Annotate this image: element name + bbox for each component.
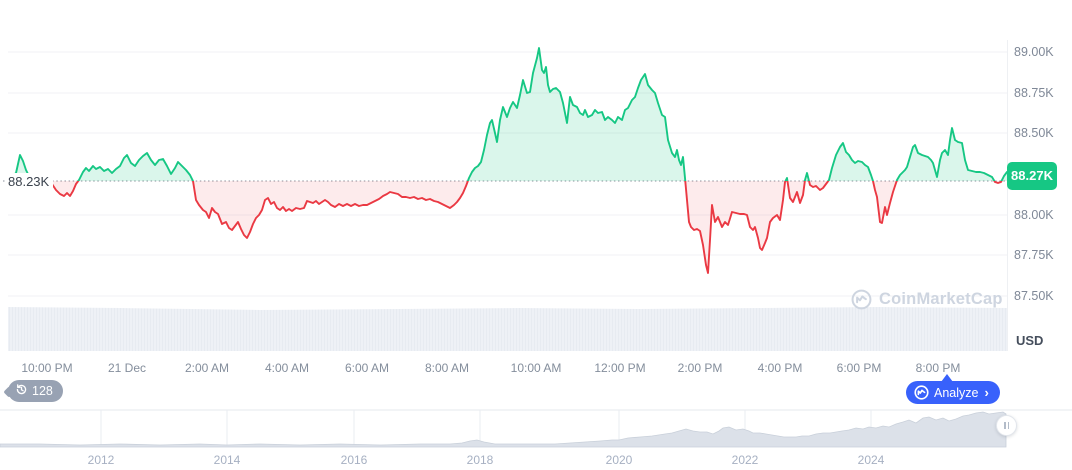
time-tick-label: 6:00 AM [344, 361, 390, 375]
watermark-text: CoinMarketCap [879, 290, 1003, 308]
time-tick-label: 2:00 AM [184, 361, 230, 375]
price-tick-label: 88.50K [1014, 126, 1054, 140]
price-tick-label: 87.75K [1014, 248, 1054, 262]
time-tick-label: 2:00 PM [677, 361, 723, 375]
time-tick-label: 12:00 PM [594, 361, 646, 375]
year-tick-label: 2018 [466, 453, 494, 467]
current-price-badge: 88.27K [1007, 162, 1057, 190]
handle-grip-bar [1007, 422, 1009, 429]
time-tick-label: 6:00 PM [836, 361, 882, 375]
year-tick-label: 2016 [340, 453, 368, 467]
history-clock-icon [15, 383, 28, 399]
history-count: 128 [32, 384, 53, 398]
price-tick-label: 88.75K [1014, 86, 1054, 100]
history-count-badge[interactable]: 128 [8, 380, 63, 402]
watermark: CoinMarketCap [851, 289, 1003, 310]
baseline-price-label: 88.23K [5, 173, 54, 190]
time-tick-label: 4:00 AM [264, 361, 310, 375]
price-tick-label: 88.00K [1014, 208, 1054, 222]
navigator-range-handle[interactable] [996, 415, 1017, 436]
time-tick-label: 10:00 PM [21, 361, 73, 375]
price-tick-label: 89.00K [1014, 45, 1054, 59]
year-tick-label: 2014 [213, 453, 241, 467]
analyze-chevron-icon: › [984, 385, 989, 400]
analyze-logo-icon [914, 385, 929, 400]
handle-grip-bar [1004, 422, 1006, 429]
year-tick-label: 2012 [87, 453, 115, 467]
time-tick-label: 8:00 PM [915, 361, 961, 375]
time-tick-label: 8:00 AM [424, 361, 470, 375]
price-tick-label: 87.50K [1014, 289, 1054, 303]
year-tick-label: 2022 [731, 453, 759, 467]
time-tick-label: 4:00 PM [757, 361, 803, 375]
time-tick-label: 10:00 AM [510, 361, 562, 375]
coinmarketcap-logo-icon [851, 289, 872, 310]
year-tick-label: 2024 [857, 453, 885, 467]
analyze-button[interactable]: Analyze › [906, 374, 1000, 404]
time-tick-label: 21 Dec [107, 361, 147, 375]
currency-unit-label: USD [1016, 333, 1044, 348]
analyze-label: Analyze [934, 385, 979, 400]
year-tick-label: 2020 [605, 453, 633, 467]
analyze-button-tail [941, 374, 953, 382]
